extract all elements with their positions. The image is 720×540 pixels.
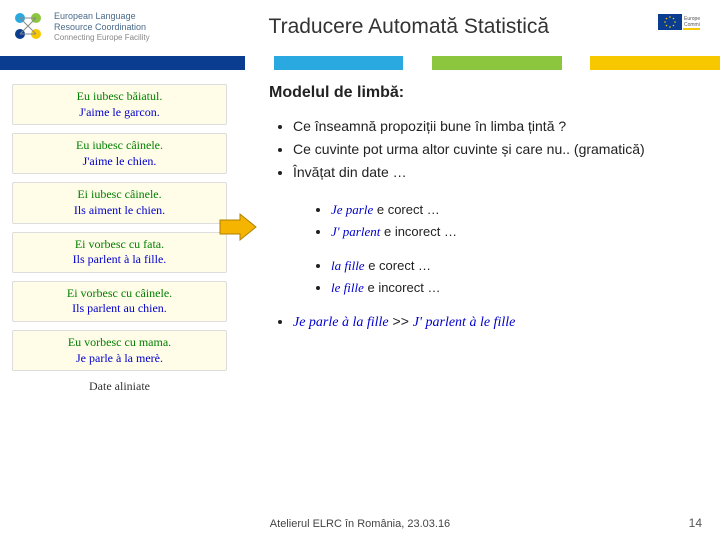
sub-bullets: Je parle e corect …J' parlent e incorect… bbox=[269, 199, 708, 299]
sub-fr: la fille bbox=[331, 258, 365, 273]
examples-column: Eu iubesc băiatul.J'aime le garcon.Eu iu… bbox=[12, 84, 227, 394]
elrc-logo-icon bbox=[10, 8, 48, 46]
example-ro: Eu iubesc băiatul. bbox=[77, 89, 163, 103]
stripe-segment bbox=[0, 56, 245, 70]
sub-bullet-item: la fille e corect … bbox=[331, 255, 708, 277]
example-fr: Ils parlent à la fille. bbox=[73, 252, 167, 266]
example-box: Ei iubesc câinele. Ils aiment le chien. bbox=[12, 182, 227, 223]
model-column: Modelul de limbă: Ce înseamnă propoziții… bbox=[227, 84, 708, 394]
conclusion-mid: >> bbox=[389, 313, 413, 329]
example-box: Ei vorbesc cu câinele.Ils parlent au chi… bbox=[12, 281, 227, 322]
example-box: Ei vorbesc cu fata.Ils parlent à la fill… bbox=[12, 232, 227, 273]
example-ro: Eu iubesc câinele. bbox=[76, 138, 163, 152]
logo-line2: Resource Coordination bbox=[54, 22, 146, 32]
conclusion-fr2: J' parlent à le fille bbox=[413, 315, 516, 330]
example-fr: Je parle à la merè. bbox=[76, 351, 163, 365]
example-fr: J'aime le chien. bbox=[83, 154, 157, 168]
sub-txt: e incorect … bbox=[364, 280, 441, 295]
content-area: Eu iubesc băiatul.J'aime le garcon.Eu iu… bbox=[0, 84, 720, 394]
sub-txt: e corect … bbox=[365, 258, 431, 273]
arrow-icon bbox=[218, 212, 258, 242]
sub-txt: e corect … bbox=[373, 202, 439, 217]
example-ro: Ei vorbesc cu fata. bbox=[75, 237, 164, 251]
subtitle: Modelul de limbă: bbox=[269, 84, 708, 102]
sub-fr: J' parlent bbox=[331, 224, 380, 239]
logo-line3: Connecting Europe Facility bbox=[54, 33, 150, 42]
example-box: Eu vorbesc cu mama. Je parle à la merè. bbox=[12, 330, 227, 371]
stripe-segment bbox=[245, 56, 274, 70]
slide-title: Traducere Automată Statistică bbox=[150, 15, 658, 39]
stripe-segment bbox=[432, 56, 562, 70]
main-bullet-item: Ce cuvinte pot urma altor cuvinte și car… bbox=[293, 139, 708, 160]
logo-left: European Language Resource Coordination … bbox=[10, 8, 150, 46]
example-ro: Ei vorbesc cu câinele. bbox=[67, 286, 172, 300]
examples-caption: Date aliniate bbox=[12, 379, 227, 394]
sub-fr: Je parle bbox=[331, 202, 373, 217]
example-ro: Ei iubesc câinele. bbox=[77, 187, 161, 201]
sub-bullet-item: le fille e incorect … bbox=[331, 277, 708, 299]
ec-logo: European Commission bbox=[658, 12, 700, 42]
main-bullet-item: Ce înseamnă propoziții bune în limba țin… bbox=[293, 116, 708, 137]
stripe-segment bbox=[590, 56, 720, 70]
footer-text: Atelierul ELRC în România, 23.03.16 bbox=[0, 518, 720, 530]
conclusion-item: Je parle à la fille >> J' parlent à le f… bbox=[293, 313, 708, 331]
logo-line1: European Language bbox=[54, 11, 136, 21]
example-fr: Ils aiment le chien. bbox=[74, 203, 165, 217]
conclusion-bullet: Je parle à la fille >> J' parlent à le f… bbox=[269, 313, 708, 331]
main-bullets: Ce înseamnă propoziții bune în limba țin… bbox=[269, 116, 708, 183]
example-fr: J'aime le garcon. bbox=[79, 105, 159, 119]
example-box: Eu iubesc câinele. J'aime le chien. bbox=[12, 133, 227, 174]
stripe-segment bbox=[274, 56, 404, 70]
stripe-segment bbox=[403, 56, 432, 70]
conclusion-fr1: Je parle à la fille bbox=[293, 315, 389, 330]
header: European Language Resource Coordination … bbox=[0, 0, 720, 50]
main-bullet-item: Învățat din date … bbox=[293, 162, 708, 183]
ec-text-2: Commission bbox=[684, 22, 700, 28]
sub-bullet-item: J' parlent e incorect … bbox=[331, 221, 708, 243]
example-ro: Eu vorbesc cu mama. bbox=[68, 335, 171, 349]
color-stripe bbox=[0, 56, 720, 70]
sub-bullet-item: Je parle e corect … bbox=[331, 199, 708, 221]
sub-fr: le fille bbox=[331, 280, 364, 295]
page-number: 14 bbox=[689, 516, 702, 530]
stripe-segment bbox=[562, 56, 591, 70]
example-box: Eu iubesc băiatul. J'aime le garcon. bbox=[12, 84, 227, 125]
logo-left-text: European Language Resource Coordination … bbox=[54, 11, 150, 42]
sub-txt: e incorect … bbox=[380, 224, 457, 239]
example-fr: Ils parlent au chien. bbox=[72, 301, 167, 315]
